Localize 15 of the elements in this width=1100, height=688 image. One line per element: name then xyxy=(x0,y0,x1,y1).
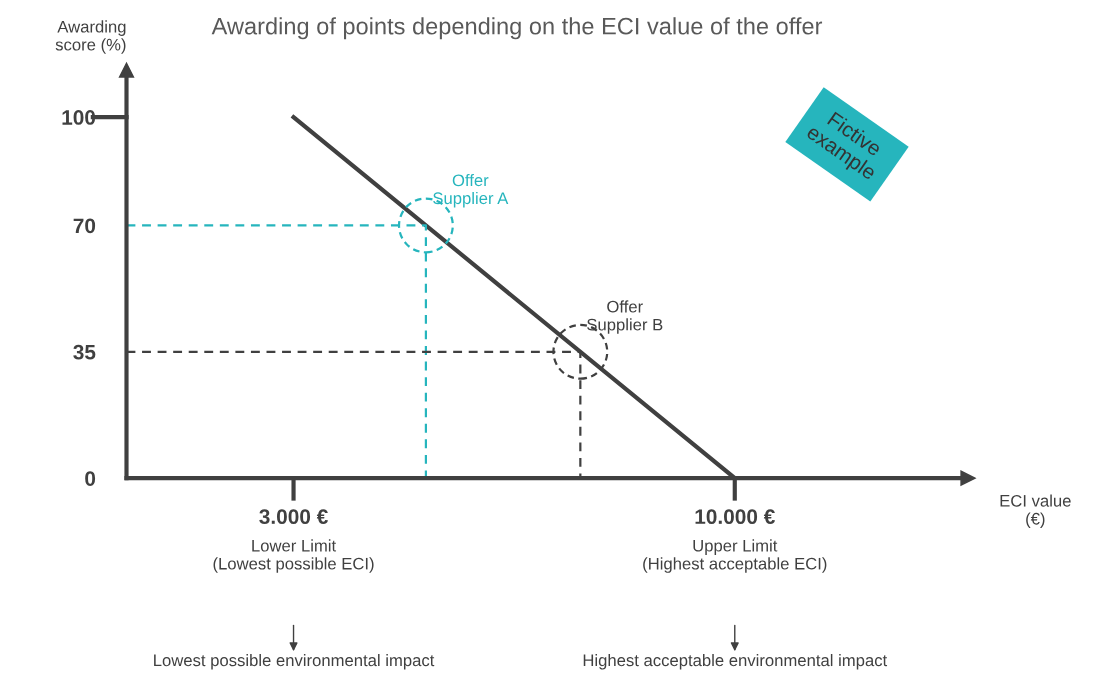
text: Lowest possible environmental impact xyxy=(154,653,435,670)
x-axis-title: ECI value (€) xyxy=(1000,494,1071,528)
text: Highest acceptable environmental impact xyxy=(583,653,888,670)
text: Lower Limit (Lowest possible ECI) xyxy=(213,539,374,573)
y-axis-title: Awarding score (%) xyxy=(55,20,126,54)
y-tick-label: 100 xyxy=(62,110,96,125)
y-tick-label: 0 xyxy=(85,471,96,486)
x-tick-label: 10.000 € xyxy=(695,509,775,525)
text: Upper Limit (Highest acceptable ECI) xyxy=(643,539,827,573)
annotation: Offer Supplier B xyxy=(587,300,663,334)
y-tick-label: 70 xyxy=(73,218,96,234)
annotation: Offer Supplier A xyxy=(433,173,509,208)
x-tick-label: 3.000 € xyxy=(259,509,328,525)
chart-title: Awarding of points depending on the ECI value of the offer xyxy=(211,17,823,40)
y-tick-label: 35 xyxy=(73,344,96,360)
